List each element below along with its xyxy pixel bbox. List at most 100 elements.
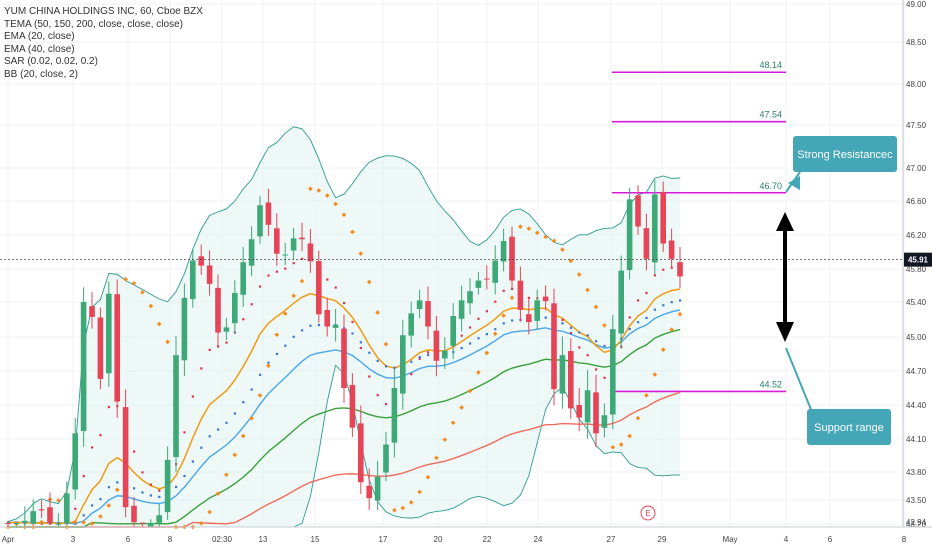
candle-body [114,294,120,402]
blue-dot [653,308,656,311]
blue-dot [133,487,136,490]
red-dot [351,320,354,324]
red-dot [385,403,388,406]
blue-dot [595,340,598,343]
earnings-marker: E [640,505,656,521]
blue-dot [7,521,10,524]
sar-dot [308,186,313,192]
sar-dot [299,278,305,284]
price-levels: 48.14 47.54 46.70 44.52 [612,60,786,393]
blue-dot [679,299,682,302]
legend-tema: TEMA (50, 150, 200, close, close, close) [4,18,183,30]
candle-body [551,303,557,390]
sar-dot [375,310,380,315]
candlesticks [5,180,683,527]
red-dot [99,434,102,437]
red-dot [334,286,337,289]
x-axis: Apr 3 6 8 02:30 13 15 17 20 22 24 27 29 May 4 6 8 [0,526,932,544]
blue-dot [149,494,152,497]
red-dot [284,267,287,270]
candle-body [349,384,356,428]
resistance-callout-leader [785,171,801,193]
candle-body [257,205,263,237]
candle-body [484,278,490,280]
y-tick-label: 42.94 [906,518,927,527]
blue-dot [225,421,228,424]
candle-body [47,507,53,524]
red-dot [595,368,598,371]
candle-body [13,522,20,524]
red-dot [301,257,304,260]
red-dot [460,334,463,337]
blue-dot [485,333,488,336]
sar-dot [400,505,406,511]
x-tick-label: 8 [168,535,173,544]
resistance-callout-box [793,136,897,172]
candle-body [358,423,364,483]
blue-dot [217,428,220,431]
blue-dot [544,316,547,319]
blue-dot [292,335,295,338]
candle-body [72,433,78,490]
sar-dot [652,372,658,377]
sar-dot [156,321,162,327]
sar-dot [240,433,246,439]
x-tick-label: 8 [902,535,907,544]
candle-body [332,324,339,328]
x-tick-label: May [722,535,737,544]
sar-dot [526,226,532,231]
range-arrow [776,212,794,342]
earnings-label: E [645,509,650,518]
red-dot [141,471,144,474]
blue-dot [116,481,119,484]
sar-dot [467,388,473,394]
blue-dot [569,326,572,329]
y-tick-label: 49.00 [906,0,927,9]
blue-dot [267,361,270,364]
red-dot [628,316,631,319]
red-dot [242,318,245,321]
red-dot [561,318,564,322]
y-tick-label: 46.60 [906,197,927,206]
blue-dot [191,460,194,463]
candle-body [433,330,440,361]
sar-dot [350,229,355,235]
red-dot [326,278,329,281]
sar-dot [232,452,238,458]
resistance-callout-text: Strong Resistancec [797,149,893,161]
blue-dot [410,360,413,363]
blue-dot [578,331,581,334]
sar-dot [492,331,498,337]
candle-body [652,194,658,263]
sar-dot [425,474,431,480]
candle-body [450,316,456,346]
level-label: 46.70 [759,181,782,191]
sar-dot [450,420,456,426]
candle-body [568,351,574,409]
candle-body [290,238,297,251]
candle-body [408,313,414,336]
last-price-tag [904,252,932,267]
sar-dot [408,500,414,505]
sar-dot [358,251,364,256]
last-price-label: 45.91 [908,256,929,265]
candle-body [677,262,683,277]
sar-dot [509,295,515,301]
red-dot [149,483,152,486]
candle-body [374,476,381,501]
legend-ema20: EMA (20, close) [4,31,75,42]
sar-dot [224,472,229,478]
sar-dot [677,311,683,317]
blue-dot [645,316,648,320]
sar-dot [114,487,120,493]
blue-dot [107,486,110,489]
candle-body [80,302,87,432]
blue-dot [175,485,178,489]
candle-body [542,296,549,302]
sar-dot [333,201,338,207]
blue-dot [275,352,278,356]
sar-dot [660,347,666,353]
blue-dot [99,498,102,501]
y-axis: 49.00 48.50 48.00 47.50 47.00 46.60 46.20 45.80… [902,0,927,529]
